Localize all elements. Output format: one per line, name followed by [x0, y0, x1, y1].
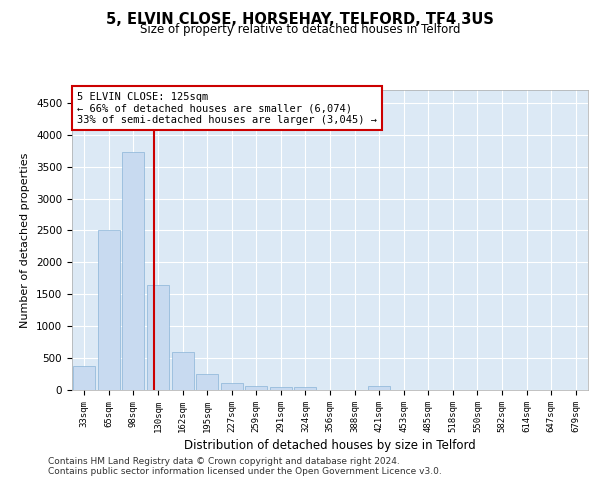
- Bar: [295, 388, 316, 390]
- Bar: [73, 366, 95, 390]
- Bar: [270, 387, 292, 390]
- Text: 5 ELVIN CLOSE: 125sqm
← 66% of detached houses are smaller (6,074)
33% of semi-d: 5 ELVIN CLOSE: 125sqm ← 66% of detached …: [77, 92, 377, 124]
- Y-axis label: Number of detached properties: Number of detached properties: [20, 152, 31, 328]
- Bar: [172, 352, 194, 390]
- Bar: [368, 386, 390, 390]
- Bar: [98, 230, 120, 390]
- Bar: [196, 374, 218, 390]
- Text: Contains HM Land Registry data © Crown copyright and database right 2024.: Contains HM Land Registry data © Crown c…: [48, 458, 400, 466]
- X-axis label: Distribution of detached houses by size in Telford: Distribution of detached houses by size …: [184, 439, 476, 452]
- Bar: [245, 386, 268, 390]
- Text: 5, ELVIN CLOSE, HORSEHAY, TELFORD, TF4 3US: 5, ELVIN CLOSE, HORSEHAY, TELFORD, TF4 3…: [106, 12, 494, 28]
- Text: Contains public sector information licensed under the Open Government Licence v3: Contains public sector information licen…: [48, 468, 442, 476]
- Text: Size of property relative to detached houses in Telford: Size of property relative to detached ho…: [140, 22, 460, 36]
- Bar: [122, 152, 145, 390]
- Bar: [147, 286, 169, 390]
- Bar: [221, 383, 243, 390]
